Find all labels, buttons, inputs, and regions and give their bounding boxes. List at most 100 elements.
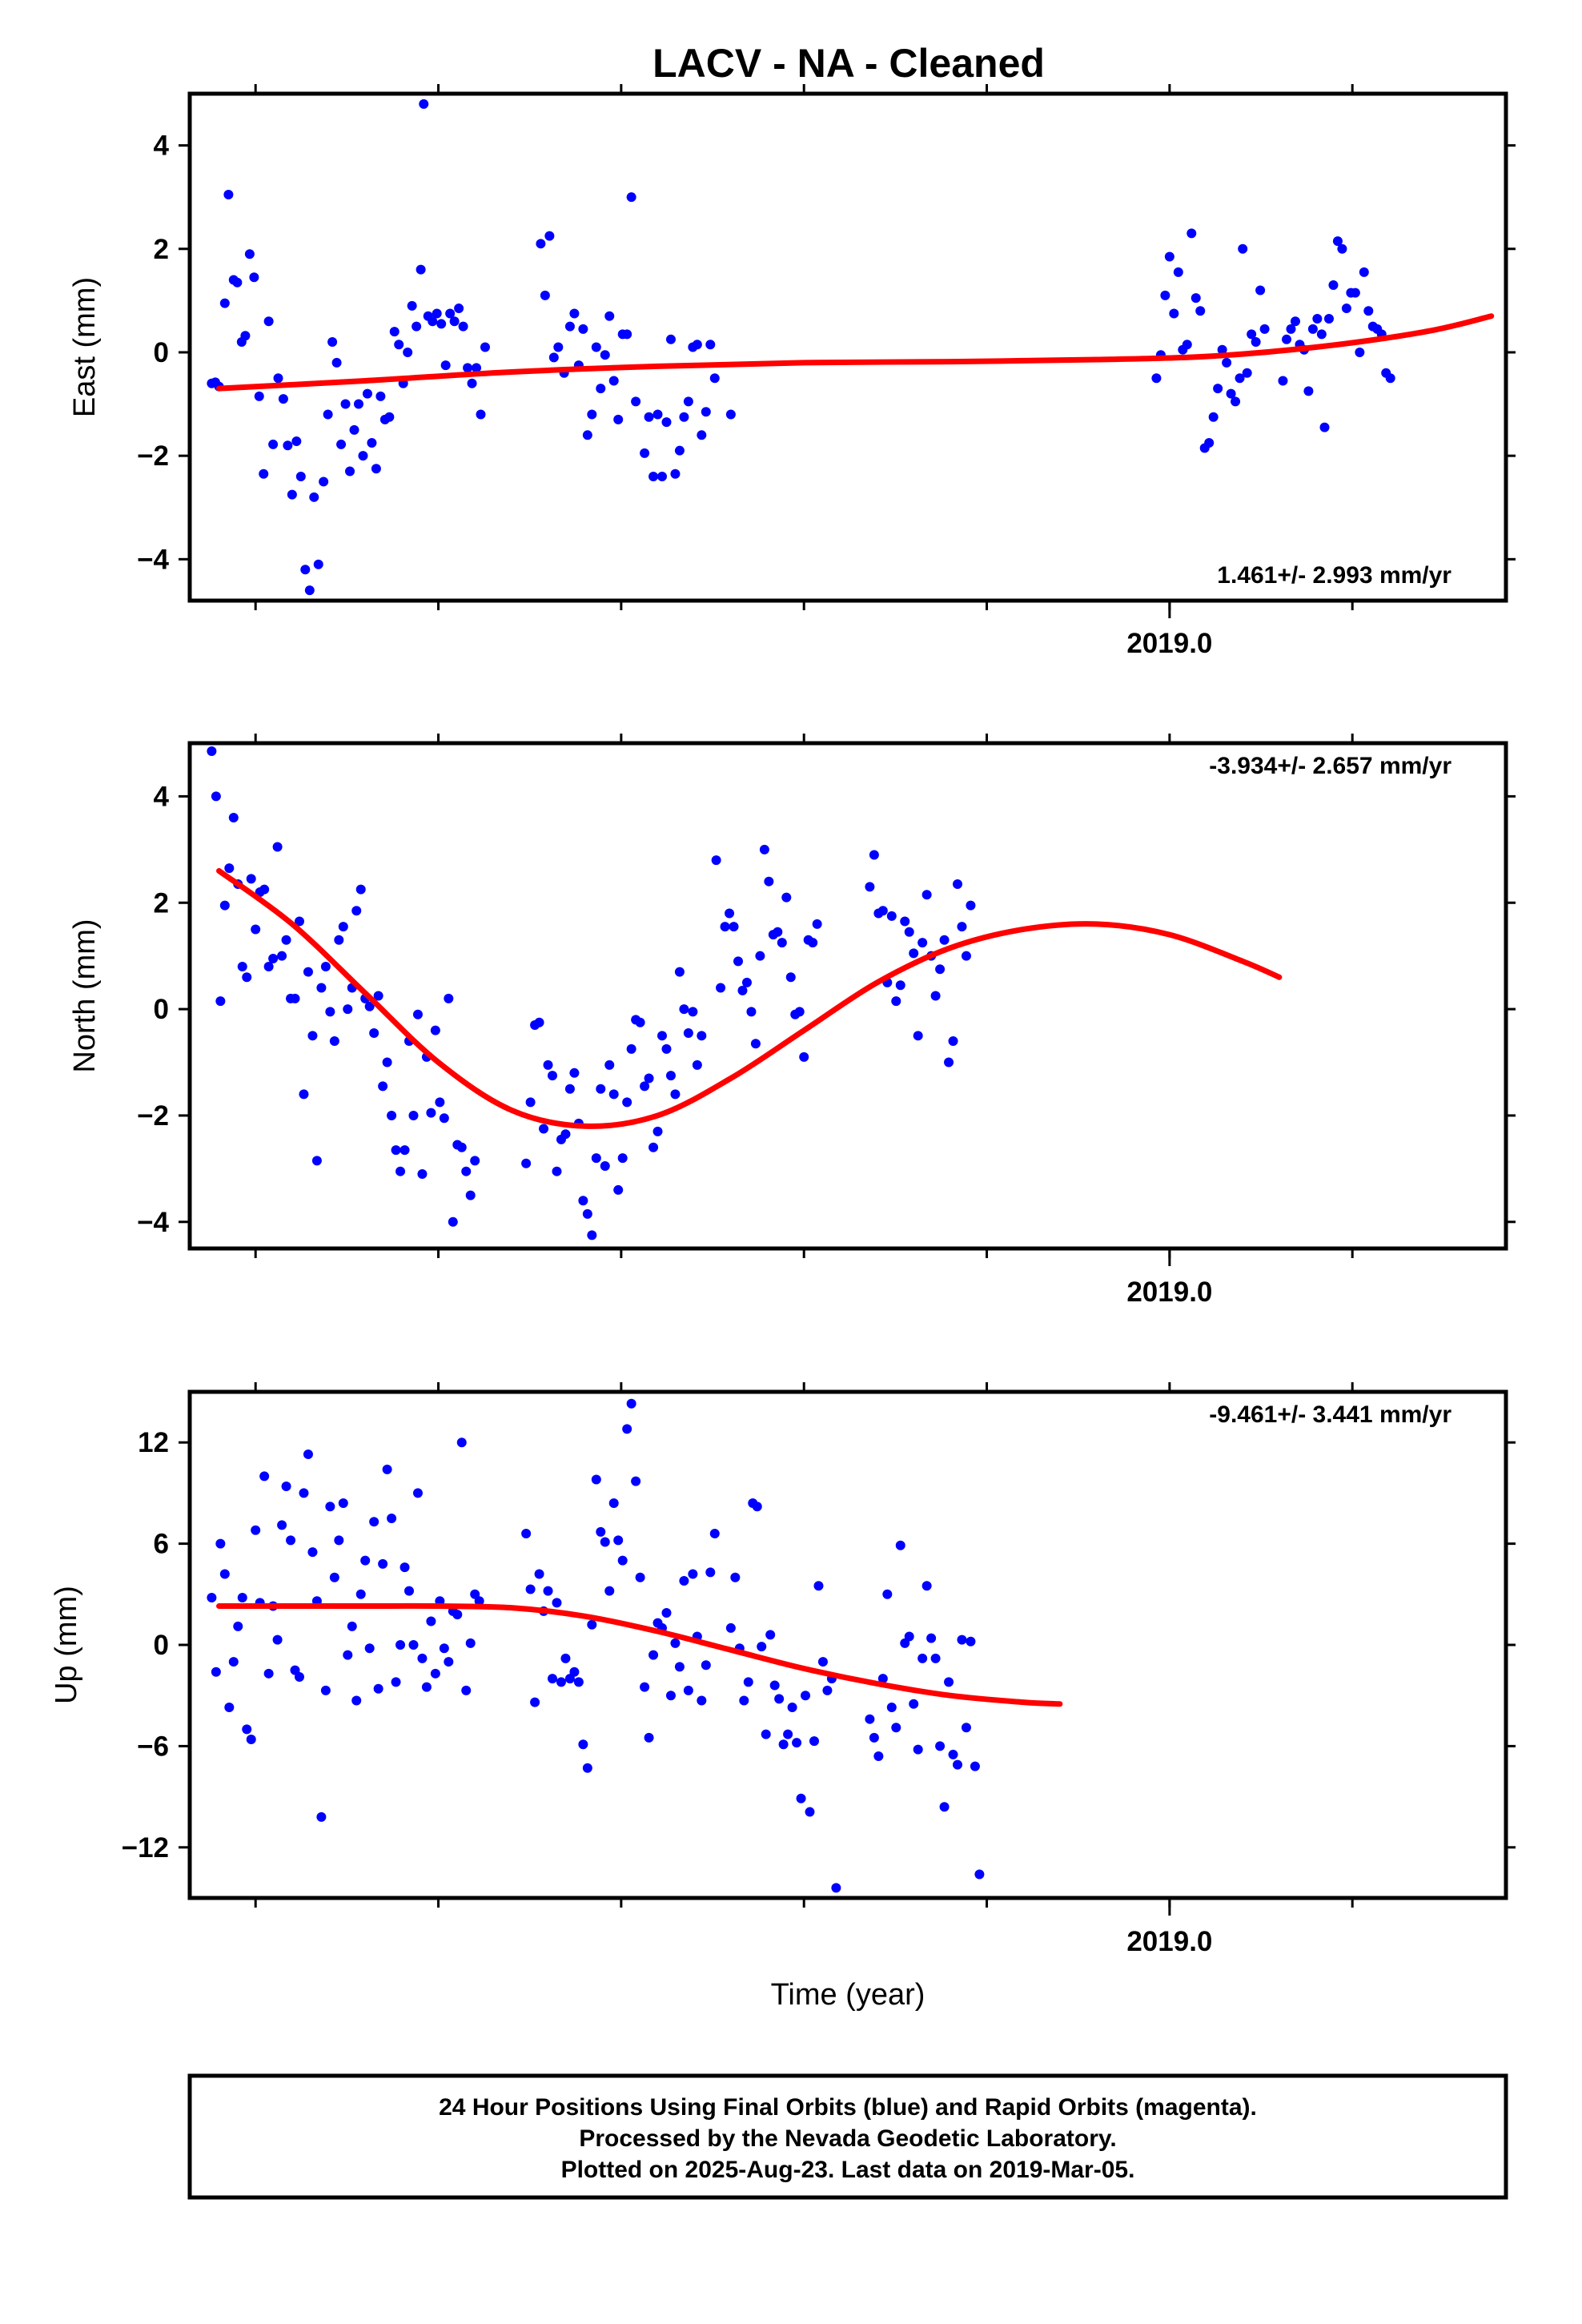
east-data-point	[670, 468, 681, 479]
north-data-point	[865, 882, 875, 892]
up-data-point	[303, 1449, 313, 1459]
up-data-point	[809, 1736, 819, 1747]
up-data-point	[351, 1695, 362, 1706]
north-data-point	[877, 906, 888, 916]
east-data-point	[367, 437, 377, 448]
east-data-point	[287, 489, 297, 500]
north-data-point	[711, 855, 721, 866]
north-data-point	[661, 1043, 672, 1054]
east-data-point	[1251, 337, 1261, 348]
east-ytick-label: 0	[154, 337, 169, 368]
up-data-point	[688, 1569, 698, 1579]
east-data-point	[340, 399, 351, 409]
north-xtick-label: 2019.0	[1126, 1277, 1212, 1308]
north-data-point	[444, 993, 454, 1003]
east-data-point	[648, 471, 659, 481]
up-data-point	[926, 1633, 937, 1643]
north-data-point	[886, 911, 897, 921]
north-data-point	[729, 922, 739, 932]
east-data-point	[1341, 304, 1351, 314]
east-data-point	[644, 412, 654, 422]
up-data-point	[665, 1691, 676, 1701]
north-data-point	[382, 1057, 392, 1068]
north-data-point	[430, 1025, 440, 1035]
up-data-point	[904, 1631, 914, 1642]
up-data-point	[640, 1682, 650, 1692]
east-data-point	[1290, 316, 1300, 327]
north-data-point	[665, 1071, 676, 1081]
north-data-point	[237, 961, 247, 971]
north-ytick-label: 4	[154, 781, 170, 812]
up-panel: −12 −6 0 6 12 2019.0 Up (mm) Time (year) -9.461+…	[50, 1382, 1516, 2012]
up-data-point	[444, 1657, 454, 1667]
up-data-point	[456, 1437, 467, 1448]
up-data-point	[865, 1714, 875, 1724]
up-data-point	[582, 1763, 592, 1773]
north-data-point	[582, 1208, 592, 1219]
up-data-point	[591, 1474, 601, 1485]
east-data-point	[1173, 267, 1183, 277]
east-data-point	[319, 476, 329, 487]
up-data-point	[705, 1567, 716, 1578]
east-data-point	[613, 414, 624, 424]
east-plot-area	[207, 99, 1495, 596]
east-data-point	[1164, 251, 1174, 262]
east-data-point	[683, 396, 693, 407]
footer-frame	[187, 2073, 1508, 2200]
east-data-point	[454, 304, 464, 314]
up-data-point	[461, 1685, 472, 1695]
up-data-point	[970, 1761, 980, 1771]
north-data-point	[891, 996, 901, 1007]
up-data-point	[608, 1498, 619, 1509]
north-data-point	[755, 951, 765, 961]
north-data-point	[268, 954, 279, 964]
up-data-point	[769, 1680, 780, 1691]
east-data-point	[1191, 293, 1201, 304]
up-data-point	[360, 1555, 371, 1566]
north-data-point	[608, 1089, 619, 1100]
up-data-point	[286, 1535, 296, 1546]
east-data-point	[232, 277, 243, 287]
up-data-point	[465, 1638, 476, 1648]
north-data-point	[733, 956, 743, 967]
north-data-point	[617, 1153, 628, 1164]
east-data-point	[336, 439, 347, 449]
up-data-point	[813, 1581, 824, 1591]
east-data-point	[1195, 306, 1206, 316]
up-data-point	[935, 1741, 946, 1751]
up-data-point	[631, 1476, 641, 1486]
east-data-point	[327, 337, 338, 348]
east-data-point	[1259, 324, 1270, 334]
east-data-point	[283, 440, 293, 451]
east-data-point	[432, 308, 442, 319]
north-data-point	[688, 1007, 698, 1017]
east-data-point	[295, 471, 306, 481]
up-xtick-label: 2019.0	[1126, 1926, 1212, 1957]
north-data-point	[412, 1009, 423, 1019]
up-data-point	[752, 1502, 762, 1512]
east-data-point	[1332, 236, 1343, 247]
up-data-point	[600, 1537, 610, 1547]
east-data-point	[244, 249, 255, 259]
east-xtick-label: 2019.0	[1126, 628, 1212, 659]
north-data-point	[944, 1057, 954, 1068]
north-data-point	[396, 1166, 406, 1176]
north-data-point	[311, 1156, 322, 1166]
east-data-point	[1350, 287, 1360, 298]
east-data-point	[604, 311, 615, 321]
north-data-point	[578, 1196, 588, 1206]
up-data-point	[622, 1424, 632, 1434]
east-data-point	[1151, 373, 1162, 384]
north-rate-label: -3.934+/- 2.657 mm/yr	[1209, 753, 1452, 779]
up-data-point	[552, 1598, 562, 1608]
up-data-point	[913, 1744, 923, 1755]
up-data-point	[408, 1640, 419, 1650]
north-fit-line	[216, 867, 1283, 1129]
up-data-point	[725, 1622, 736, 1633]
east-data-point	[412, 321, 422, 332]
footer-line-3: Plotted on 2025-Aug-23. Last data on 201…	[561, 2157, 1135, 2183]
up-data-point	[626, 1398, 636, 1409]
up-data-point	[421, 1682, 432, 1692]
east-data-point	[463, 363, 473, 373]
north-data-point	[679, 1004, 689, 1015]
